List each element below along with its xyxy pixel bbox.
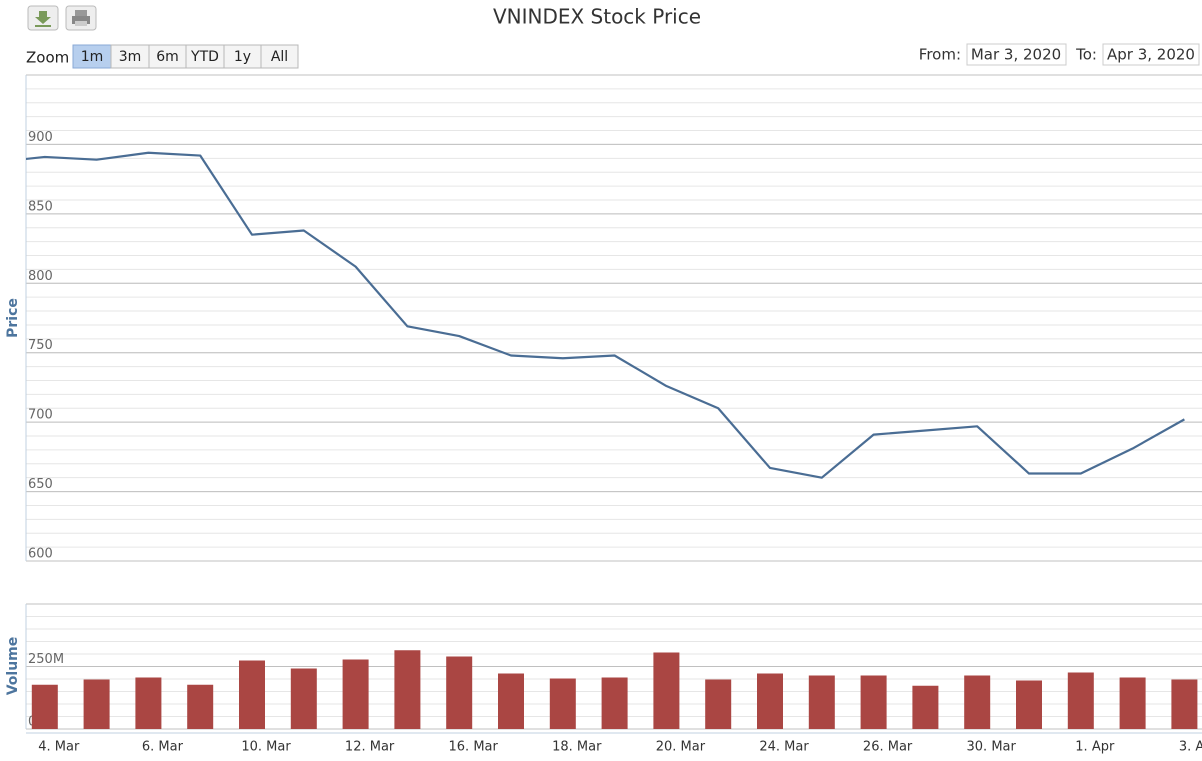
y-tick-label: 650 bbox=[28, 477, 53, 492]
volume-bar bbox=[808, 675, 835, 729]
to-label: To: bbox=[1075, 46, 1097, 64]
volume-bar bbox=[549, 678, 576, 729]
volume-bar bbox=[446, 656, 473, 729]
volume-bar bbox=[912, 685, 939, 729]
zoom-button[interactable]: YTD bbox=[185, 44, 225, 69]
zoom-button[interactable]: 6m bbox=[148, 44, 187, 69]
volume-bar bbox=[1067, 672, 1094, 729]
volume-bar bbox=[705, 679, 732, 729]
download-button[interactable] bbox=[27, 5, 59, 31]
zoom-button-label: 1y bbox=[234, 49, 251, 65]
volume-axis-title: Volume bbox=[5, 637, 21, 696]
volume-bar bbox=[239, 660, 265, 729]
zoom-button-label: All bbox=[271, 49, 288, 65]
price-axis-title: Price bbox=[5, 298, 21, 338]
volume-bar bbox=[1171, 679, 1198, 729]
x-tick-label: 26. Mar bbox=[863, 740, 913, 755]
from-input[interactable]: Mar 3, 2020 bbox=[966, 43, 1067, 66]
y-tick-label: 800 bbox=[28, 269, 53, 284]
x-tick-label: 30. Mar bbox=[967, 740, 1017, 755]
to-input[interactable]: Apr 3, 2020 bbox=[1102, 43, 1200, 66]
zoom-button-label: YTD bbox=[190, 49, 219, 65]
x-tick-label: 4. Mar bbox=[38, 740, 80, 755]
zoom-button[interactable]: 1m bbox=[72, 44, 112, 69]
x-tick-label: 1. Apr bbox=[1075, 740, 1115, 755]
y-tick-label: 750 bbox=[28, 338, 53, 353]
zoom-label: Zoom bbox=[26, 49, 69, 67]
volume-bar bbox=[1016, 680, 1042, 729]
volume-marks bbox=[31, 650, 1198, 729]
x-tick-label: 18. Mar bbox=[552, 740, 602, 755]
volume-bar bbox=[964, 675, 991, 729]
volume-bar bbox=[757, 673, 783, 729]
zoom-button-label: 3m bbox=[119, 49, 142, 65]
volume-bar bbox=[83, 679, 110, 729]
chart-title: VNINDEX Stock Price bbox=[493, 5, 701, 29]
volume-bar bbox=[187, 684, 214, 729]
volume-bar bbox=[498, 673, 524, 729]
x-tick-label: 24. Mar bbox=[759, 740, 809, 755]
volume-bar bbox=[290, 668, 317, 729]
y-tick-label: 600 bbox=[28, 547, 53, 562]
volume-bar bbox=[653, 652, 680, 729]
print-button[interactable] bbox=[65, 5, 97, 31]
volume-bar bbox=[342, 659, 369, 729]
volume-bar bbox=[860, 675, 887, 729]
volume-bar bbox=[1119, 677, 1146, 729]
zoom-button-label: 6m bbox=[156, 49, 179, 65]
x-tick-label: 10. Mar bbox=[241, 740, 291, 755]
zoom-button-bg bbox=[260, 44, 299, 69]
volume-bar bbox=[601, 677, 628, 729]
x-tick-label: 6. Mar bbox=[142, 740, 184, 755]
volume-bar bbox=[31, 684, 58, 729]
zoom-button[interactable]: 1y bbox=[223, 44, 262, 69]
volume-bar bbox=[394, 650, 421, 729]
from-label: From: bbox=[919, 46, 961, 64]
price-marks bbox=[26, 151, 1185, 479]
x-tick-label: 3. Apr bbox=[1179, 740, 1202, 755]
from-date: Mar 3, 2020 bbox=[971, 46, 1061, 64]
zoom-button[interactable]: 3m bbox=[110, 44, 150, 69]
price-line bbox=[26, 151, 1185, 479]
y-tick-label: 250M bbox=[28, 652, 64, 667]
x-tick-label: 12. Mar bbox=[345, 740, 395, 755]
volume-bar bbox=[135, 677, 162, 729]
x-tick-label: 20. Mar bbox=[656, 740, 706, 755]
zoom-button[interactable]: All bbox=[260, 44, 299, 69]
zoom-button-label: 1m bbox=[81, 49, 104, 65]
y-tick-label: 900 bbox=[28, 130, 53, 145]
to-date: Apr 3, 2020 bbox=[1107, 46, 1195, 64]
x-tick-label: 16. Mar bbox=[449, 740, 499, 755]
y-tick-label: 700 bbox=[28, 408, 53, 423]
y-tick-label: 850 bbox=[28, 199, 53, 214]
